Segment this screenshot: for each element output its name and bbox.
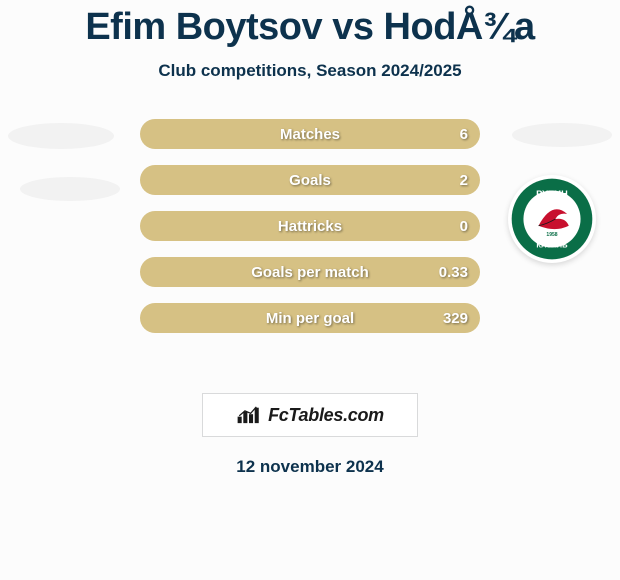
svg-text:КАЗАНЬ: КАЗАНЬ xyxy=(536,241,568,250)
stat-label: Goals per match xyxy=(251,264,369,281)
stat-label: Hattricks xyxy=(278,218,342,235)
subtitle: Club competitions, Season 2024/2025 xyxy=(0,61,620,81)
rubin-kazan-badge-icon: РУБИН КАЗАНЬ 1958 xyxy=(510,177,594,261)
club-logo-placeholder-right-1 xyxy=(512,123,612,147)
brand-text: FcTables.com xyxy=(268,405,384,426)
stat-value-right: 329 xyxy=(443,310,468,327)
stat-bar-hattricks: Hattricks 0 xyxy=(140,211,480,241)
stat-label: Matches xyxy=(280,126,340,143)
club-badge-right: РУБИН КАЗАНЬ 1958 xyxy=(508,175,596,263)
stats-area: РУБИН КАЗАНЬ 1958 Matches 6 Goals 2 Hatt… xyxy=(0,119,620,379)
fctables-bars-icon xyxy=(236,405,262,425)
stat-bar-matches: Matches 6 xyxy=(140,119,480,149)
stat-value-right: 6 xyxy=(460,126,468,143)
club-logo-placeholder-left-2 xyxy=(20,177,120,201)
stat-value-right: 2 xyxy=(460,172,468,189)
page-title: Efim Boytsov vs HodÅ¾a xyxy=(0,0,620,49)
stat-bar-goals: Goals 2 xyxy=(140,165,480,195)
svg-text:1958: 1958 xyxy=(546,232,557,238)
brand-box: FcTables.com xyxy=(202,393,418,437)
stat-value-right: 0.33 xyxy=(439,264,468,281)
stat-bar-goals-per-match: Goals per match 0.33 xyxy=(140,257,480,287)
club-logo-placeholder-left-1 xyxy=(8,123,114,149)
stat-label: Goals xyxy=(289,172,331,189)
svg-text:РУБИН: РУБИН xyxy=(536,189,568,199)
stat-value-right: 0 xyxy=(460,218,468,235)
stat-bar-min-per-goal: Min per goal 329 xyxy=(140,303,480,333)
date-line: 12 november 2024 xyxy=(0,457,620,477)
stat-label: Min per goal xyxy=(266,310,354,327)
stat-bars: Matches 6 Goals 2 Hattricks 0 Goals per … xyxy=(140,119,480,349)
